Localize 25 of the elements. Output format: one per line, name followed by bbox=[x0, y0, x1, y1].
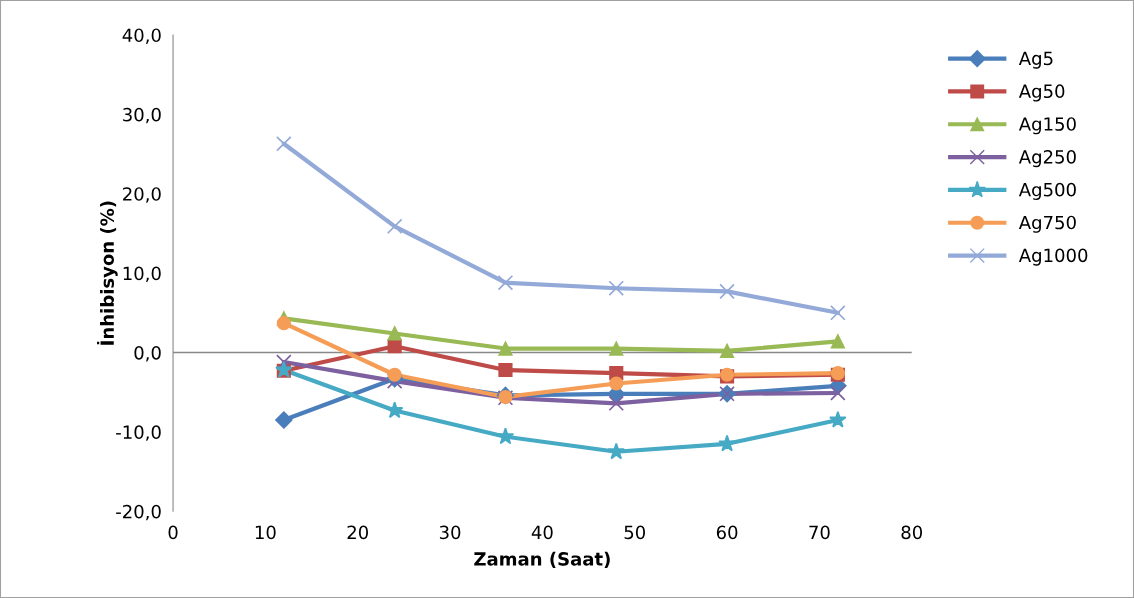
legend-label: Ag1000 bbox=[1018, 248, 1088, 266]
y-tick-label: -10,0 bbox=[116, 425, 161, 441]
x-tick-label: 20 bbox=[347, 525, 369, 540]
x-axis-title: Zaman (Saat) bbox=[474, 551, 610, 568]
x-tick-label: 0 bbox=[168, 525, 178, 540]
y-tick-label: 30,0 bbox=[123, 107, 161, 124]
x-tick-label: 40 bbox=[531, 525, 553, 540]
y-tick-label: 10,0 bbox=[123, 266, 161, 283]
x-tick-label: 70 bbox=[809, 525, 830, 540]
legend-label: Ag500 bbox=[1018, 182, 1076, 200]
x-tick-label: 10 bbox=[255, 525, 276, 540]
legend-label: Ag750 bbox=[1018, 215, 1076, 233]
y-tick-label: 0,0 bbox=[134, 345, 161, 362]
y-tick-label: 40,0 bbox=[122, 28, 161, 44]
x-tick-label: 50 bbox=[624, 525, 646, 540]
x-tick-label: 60 bbox=[716, 525, 738, 540]
legend-label: Ag250 bbox=[1018, 150, 1076, 168]
legend-label: Ag150 bbox=[1018, 117, 1076, 135]
y-tick-label: -20,0 bbox=[116, 504, 161, 521]
y-axis-title: İnhibisyon (%) bbox=[97, 201, 118, 345]
legend-label: Ag5 bbox=[1018, 51, 1053, 69]
legend-label: Ag50 bbox=[1018, 84, 1065, 102]
x-tick-label: 30 bbox=[439, 525, 461, 540]
x-tick-label: 80 bbox=[901, 525, 923, 540]
y-tick-label: 20,0 bbox=[123, 187, 161, 203]
